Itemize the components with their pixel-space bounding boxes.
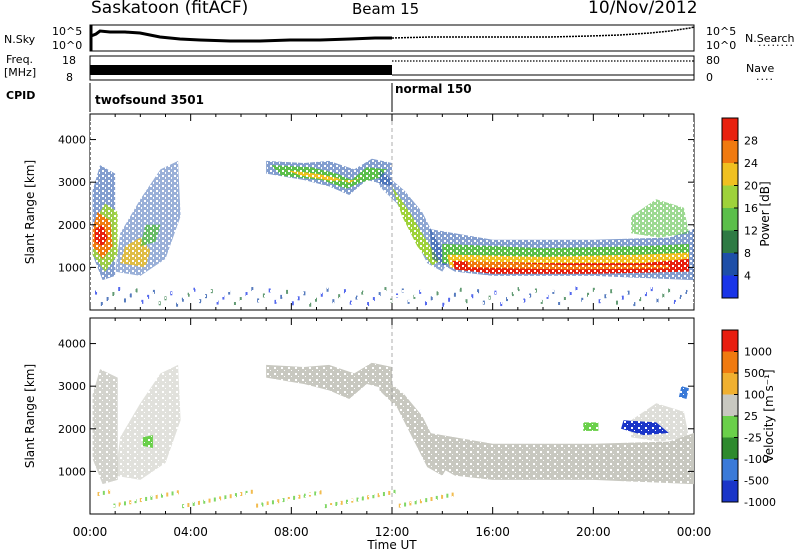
power-colorbar-swatch-1: [722, 140, 738, 164]
search-noise-trace: [391, 26, 695, 39]
station-title: Saskatoon (fitACF): [91, 0, 249, 18]
date-title: 10/Nov/2012: [588, 0, 698, 18]
velocity-colorbar-tick-label-3: 25: [744, 410, 758, 423]
power-colorbar-label: Power [dB]: [758, 181, 772, 246]
freq-tick-bottom: 8: [66, 71, 73, 84]
x-tick-label-0: 00:00: [73, 525, 108, 539]
freq-tick-top: 18: [62, 54, 76, 67]
velocity-colorbar-swatch-2: [722, 373, 738, 395]
power-ylabel: Slant Range [km]: [23, 160, 37, 264]
power-colorbar-swatch-4: [722, 208, 738, 231]
search-label: N.Search: [745, 32, 795, 45]
velocity-colorbar-tick-label-5: -100: [744, 453, 769, 466]
velocity-colorbar-swatch-4: [722, 416, 738, 438]
x-tick-label-5: 20:00: [576, 525, 611, 539]
velocity-colorbar-label: Velocity [m s⁻¹]: [762, 369, 776, 462]
cpid-left-mode: twofsound 3501: [95, 93, 204, 107]
velocity-colorbar-swatch-0: [722, 330, 738, 352]
velocity-ytick-label-2: 3000: [58, 380, 86, 393]
power-colorbar-swatch-5: [722, 230, 738, 254]
power-colorbar: 28 24 20 16 12 8 4: [721, 117, 758, 299]
power-ytick-label-2: 3000: [58, 176, 86, 189]
power-colorbar-tick-label-3: 16: [744, 202, 758, 215]
power-colorbar-swatch-3: [722, 185, 738, 209]
sky-noise-trace: [90, 29, 392, 43]
nave-legend-dots: ····: [756, 73, 774, 86]
sky-search-panel: [89, 24, 695, 52]
velocity-colorbar-swatch-6: [722, 459, 738, 481]
velocity-colorbar-swatch-3: [722, 394, 738, 417]
velocity-ytick-label-3: 4000: [58, 338, 86, 351]
power-colorbar-tick-label-6: 4: [744, 270, 751, 283]
cpid-label: CPID: [6, 89, 36, 102]
velocity-ylabel: Slant Range [km]: [23, 364, 37, 468]
velocity-ytick-label-0: 1000: [58, 465, 86, 478]
beam-title: Beam 15: [352, 0, 420, 18]
sky-tick-bottom: 10^0: [52, 39, 83, 52]
velocity-colorbar-tick-label-2: 100: [744, 389, 765, 402]
x-tick-label-6: 00:00: [677, 525, 712, 539]
velocity-colorbar-tick-label-4: -25: [744, 432, 762, 445]
velocity-colorbar-swatch-5: [722, 437, 738, 460]
velocity-colorbar-tick-label-7: -1000: [744, 496, 776, 509]
x-tick-label-4: 16:00: [475, 525, 510, 539]
cpid-panel: [89, 83, 393, 112]
search-tick-bottom: 10^0: [706, 39, 737, 52]
power-ytick-label-1: 2000: [58, 219, 86, 232]
freq-nave-panel: [89, 55, 695, 81]
power-colorbar-swatch-6: [722, 253, 738, 276]
x-axis-title: Time UT: [366, 538, 417, 552]
power-colorbar-tick-label-4: 12: [744, 225, 758, 238]
sky-tick-top: 10^5: [52, 25, 83, 38]
x-tick-label-1: 04:00: [173, 525, 208, 539]
power-ytick-label-0: 1000: [58, 261, 86, 274]
x-tick-label-3: 12:00: [375, 525, 410, 539]
velocity-colorbar-tick-label-1: 500: [744, 367, 765, 380]
cpid-right-mode: normal 150: [395, 82, 472, 96]
power-colorbar-tick-label-0: 28: [744, 135, 758, 148]
frequency-trace-block: [90, 65, 392, 75]
velocity-colorbar: 1000 500 100 25 -25 -100 -500 -1000: [721, 329, 776, 509]
freq-label-line1: Freq.: [6, 53, 34, 66]
power-colorbar-tick-label-2: 20: [744, 180, 758, 193]
velocity-panel: 1000 2000 3000 4000: [58, 317, 695, 515]
velocity-ytick-label-1: 2000: [58, 423, 86, 436]
power-colorbar-swatch-7: [722, 275, 738, 299]
power-ytick-label-3: 4000: [58, 134, 86, 147]
power-colorbar-swatch-0: [722, 118, 738, 141]
search-legend-dots: ········: [758, 39, 794, 52]
freq-label-line2: [MHz]: [4, 66, 37, 79]
power-panel: 1000 2000 3000 4000: [58, 113, 695, 311]
x-tick-label-2: 08:00: [274, 525, 309, 539]
nave-tick-top: 80: [706, 54, 720, 67]
power-colorbar-swatch-2: [722, 163, 738, 186]
velocity-colorbar-swatch-1: [722, 351, 738, 374]
velocity-colorbar-tick-label-6: -500: [744, 475, 769, 488]
sky-label: N.Sky: [4, 33, 36, 46]
velocity-colorbar-swatch-7: [722, 480, 738, 503]
search-tick-top: 10^5: [706, 25, 737, 38]
nave-tick-bottom: 0: [706, 71, 713, 84]
power-colorbar-tick-label-1: 24: [744, 157, 758, 170]
nave-label: Nave: [746, 62, 775, 75]
velocity-colorbar-tick-label-0: 1000: [744, 346, 772, 359]
power-colorbar-tick-label-5: 8: [744, 247, 751, 260]
